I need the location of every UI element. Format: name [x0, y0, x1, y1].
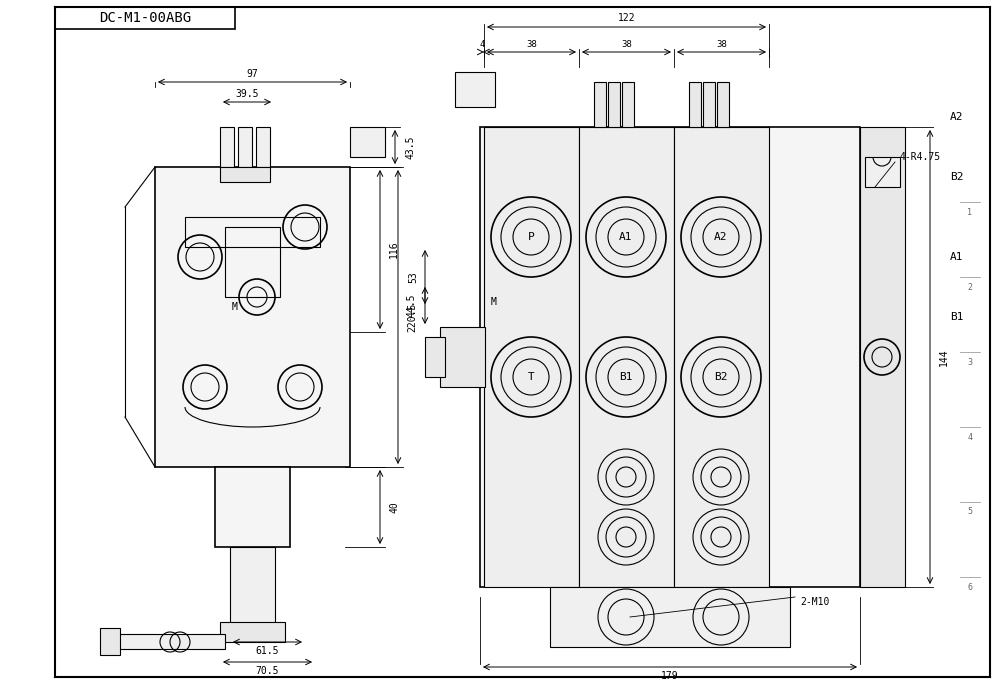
Bar [350, 127, 385, 157]
Bar [220, 622, 285, 642]
Text: DC-M1-00ABG: DC-M1-00ABG [99, 11, 191, 25]
Bar [440, 327, 485, 387]
Text: A1: A1 [619, 232, 633, 242]
Text: 116: 116 [389, 240, 399, 258]
Text: 122: 122 [618, 13, 635, 23]
Text: A2: A2 [950, 112, 964, 122]
Text: 4-R4.75: 4-R4.75 [900, 152, 941, 162]
Text: T: T [528, 372, 534, 382]
Text: B2: B2 [950, 172, 964, 182]
Bar [484, 127, 579, 587]
Bar [860, 127, 905, 587]
Text: 2: 2 [968, 282, 972, 291]
Bar [215, 467, 290, 547]
Text: 44.5: 44.5 [406, 294, 416, 317]
Text: 61.5: 61.5 [256, 646, 279, 656]
Text: 53: 53 [408, 271, 418, 283]
Bar [185, 217, 320, 247]
Bar [480, 127, 860, 587]
Bar [622, 82, 634, 127]
Bar [455, 72, 495, 107]
Bar [594, 82, 606, 127]
Text: B1: B1 [619, 372, 633, 382]
Text: 5: 5 [968, 508, 972, 517]
Text: 39.5: 39.5 [235, 89, 259, 99]
Text: P: P [528, 232, 534, 242]
Bar [674, 127, 769, 587]
Text: M: M [232, 302, 238, 312]
Text: A1: A1 [950, 252, 964, 262]
Bar [238, 127, 252, 167]
Text: 220.5: 220.5 [407, 302, 417, 332]
Bar [717, 82, 729, 127]
Text: 179: 179 [661, 671, 679, 681]
Text: 43.5: 43.5 [405, 135, 415, 159]
Text: 2-M10: 2-M10 [800, 597, 829, 607]
Text: 3: 3 [968, 357, 972, 366]
Text: A2: A2 [714, 232, 728, 242]
Text: 70.5: 70.5 [256, 666, 279, 676]
Bar [579, 127, 674, 587]
Bar [256, 127, 270, 167]
Text: 1: 1 [968, 207, 972, 216]
Bar [230, 547, 275, 627]
Bar [425, 337, 445, 377]
Text: 38: 38 [716, 39, 727, 49]
Bar [550, 587, 790, 647]
Text: 4: 4 [479, 39, 485, 49]
Text: 4: 4 [968, 433, 972, 442]
Text: 38: 38 [526, 39, 537, 49]
Text: 144: 144 [939, 348, 949, 365]
Bar [100, 628, 120, 655]
Text: M: M [491, 297, 497, 307]
Text: B2: B2 [714, 372, 728, 382]
Bar [155, 167, 350, 467]
Text: 40: 40 [389, 501, 399, 513]
Bar [115, 634, 225, 649]
Bar [865, 157, 900, 187]
Bar [225, 227, 280, 297]
Text: 97: 97 [247, 69, 258, 79]
Bar [220, 167, 270, 182]
Bar [703, 82, 715, 127]
Text: B1: B1 [950, 312, 964, 322]
Text: 38: 38 [621, 39, 632, 49]
Bar [608, 82, 620, 127]
Bar [55, 7, 235, 29]
Bar [220, 127, 234, 167]
Text: 6: 6 [968, 583, 972, 592]
Bar [689, 82, 701, 127]
